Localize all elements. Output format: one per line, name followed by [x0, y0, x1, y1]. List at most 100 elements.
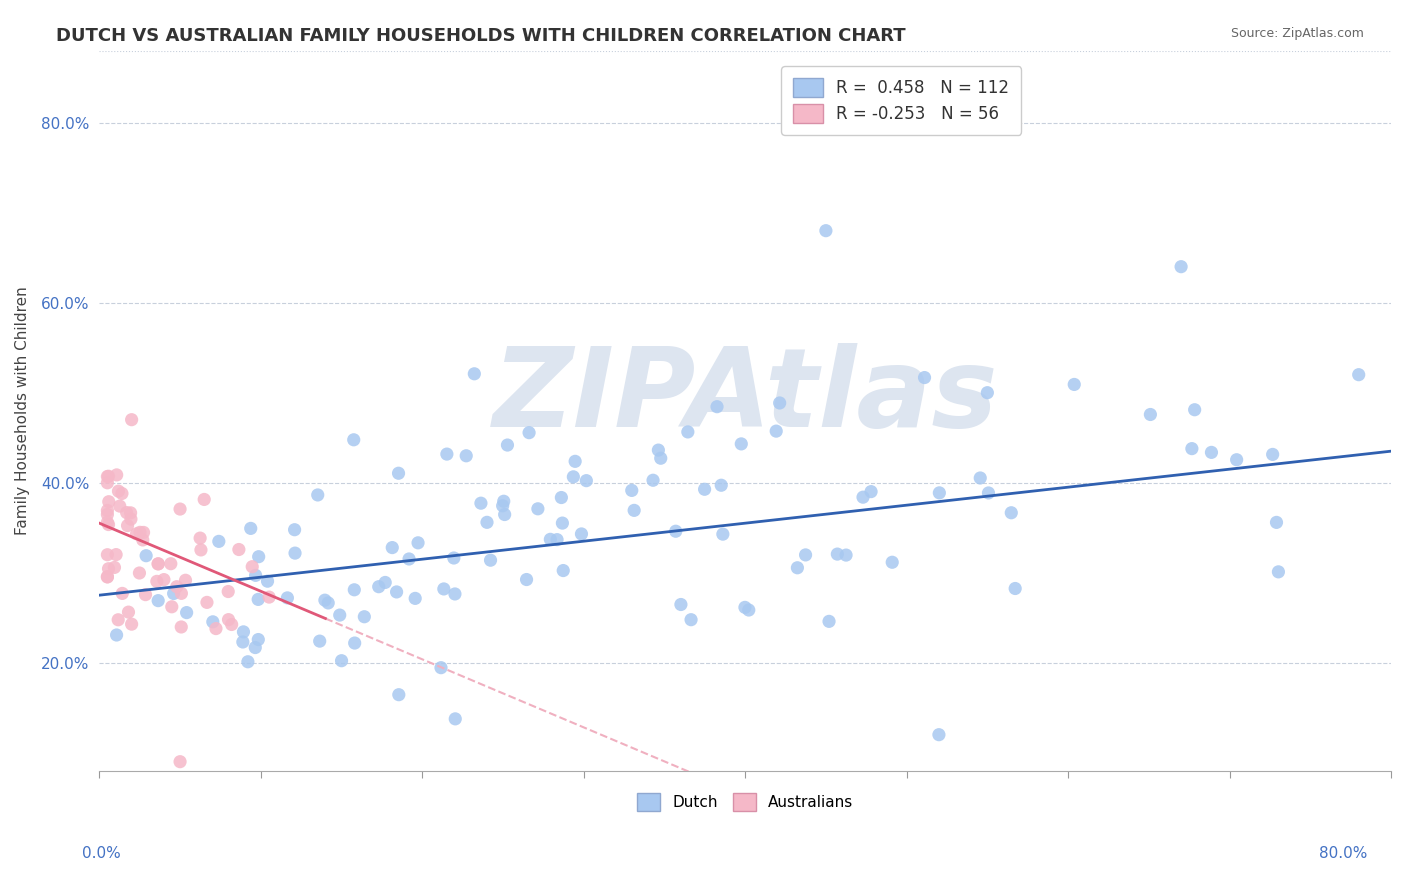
Point — [914, 370, 936, 384]
Point — [146, 557, 169, 571]
Point — [159, 557, 181, 571]
Point — [1004, 582, 1026, 596]
Point — [190, 543, 212, 558]
Point — [769, 396, 792, 410]
Point — [786, 561, 808, 575]
Point — [97, 517, 120, 532]
Point — [882, 555, 904, 569]
Point — [148, 557, 170, 571]
Point — [1139, 408, 1161, 422]
Point — [117, 518, 139, 533]
Point — [517, 425, 540, 440]
Point — [693, 483, 716, 497]
Point — [96, 508, 118, 522]
Point — [647, 443, 669, 458]
Point — [105, 628, 128, 642]
Point — [195, 595, 218, 609]
Point — [96, 548, 118, 562]
Point — [218, 613, 240, 627]
Point — [475, 516, 498, 530]
Point — [97, 562, 120, 576]
Point — [329, 608, 352, 623]
Point — [128, 566, 150, 580]
Point — [188, 531, 211, 545]
Point — [316, 596, 339, 610]
Point — [201, 615, 224, 629]
Point — [381, 541, 404, 555]
Point — [284, 546, 307, 560]
Point — [388, 688, 411, 702]
Point — [96, 570, 118, 584]
Point — [343, 433, 366, 447]
Point — [115, 506, 138, 520]
Point — [492, 499, 515, 513]
Point — [343, 582, 366, 597]
Point — [308, 634, 330, 648]
Point — [96, 570, 118, 584]
Point — [120, 506, 142, 520]
Point — [456, 449, 478, 463]
Point — [170, 620, 193, 634]
Point — [125, 526, 148, 541]
Point — [430, 661, 453, 675]
Point — [1181, 442, 1204, 456]
Point — [538, 533, 561, 547]
Point — [117, 605, 139, 619]
Point — [169, 755, 191, 769]
Point — [97, 469, 120, 483]
Legend: Dutch, Australians: Dutch, Australians — [631, 787, 859, 817]
Point — [765, 424, 787, 438]
Point — [307, 488, 329, 502]
Point — [232, 624, 254, 639]
Point — [444, 712, 467, 726]
Point — [176, 606, 198, 620]
Point — [174, 574, 197, 588]
Point — [676, 425, 699, 439]
Point — [977, 486, 1000, 500]
Point — [852, 490, 875, 504]
Point — [135, 549, 157, 563]
Point — [284, 523, 307, 537]
Point — [550, 491, 572, 505]
Point — [818, 615, 841, 629]
Point — [1000, 506, 1022, 520]
Point — [247, 549, 270, 564]
Text: 80.0%: 80.0% — [1319, 846, 1367, 861]
Point — [827, 547, 849, 561]
Point — [562, 470, 585, 484]
Point — [105, 467, 128, 482]
Point — [221, 617, 243, 632]
Point — [433, 582, 456, 596]
Point — [738, 603, 761, 617]
Point — [96, 475, 118, 490]
Point — [710, 478, 733, 492]
Point — [734, 600, 756, 615]
Point — [330, 654, 353, 668]
Point — [257, 590, 280, 604]
Point — [169, 502, 191, 516]
Point — [245, 568, 267, 582]
Point — [641, 473, 664, 487]
Point — [516, 573, 538, 587]
Point — [256, 574, 278, 589]
Point — [443, 551, 465, 566]
Point — [111, 486, 134, 500]
Point — [374, 575, 396, 590]
Point — [247, 632, 270, 647]
Point — [794, 548, 817, 562]
Point — [343, 636, 366, 650]
Point — [479, 553, 502, 567]
Text: ZIPAtlas: ZIPAtlas — [492, 343, 998, 450]
Point — [208, 534, 231, 549]
Point — [620, 483, 643, 498]
Point — [353, 609, 375, 624]
Point — [860, 484, 883, 499]
Point — [623, 503, 645, 517]
Point — [681, 613, 703, 627]
Point — [406, 536, 429, 550]
Point — [1261, 447, 1284, 461]
Point — [928, 728, 950, 742]
Point — [228, 542, 250, 557]
Text: 0.0%: 0.0% — [82, 846, 121, 861]
Point — [650, 451, 672, 466]
